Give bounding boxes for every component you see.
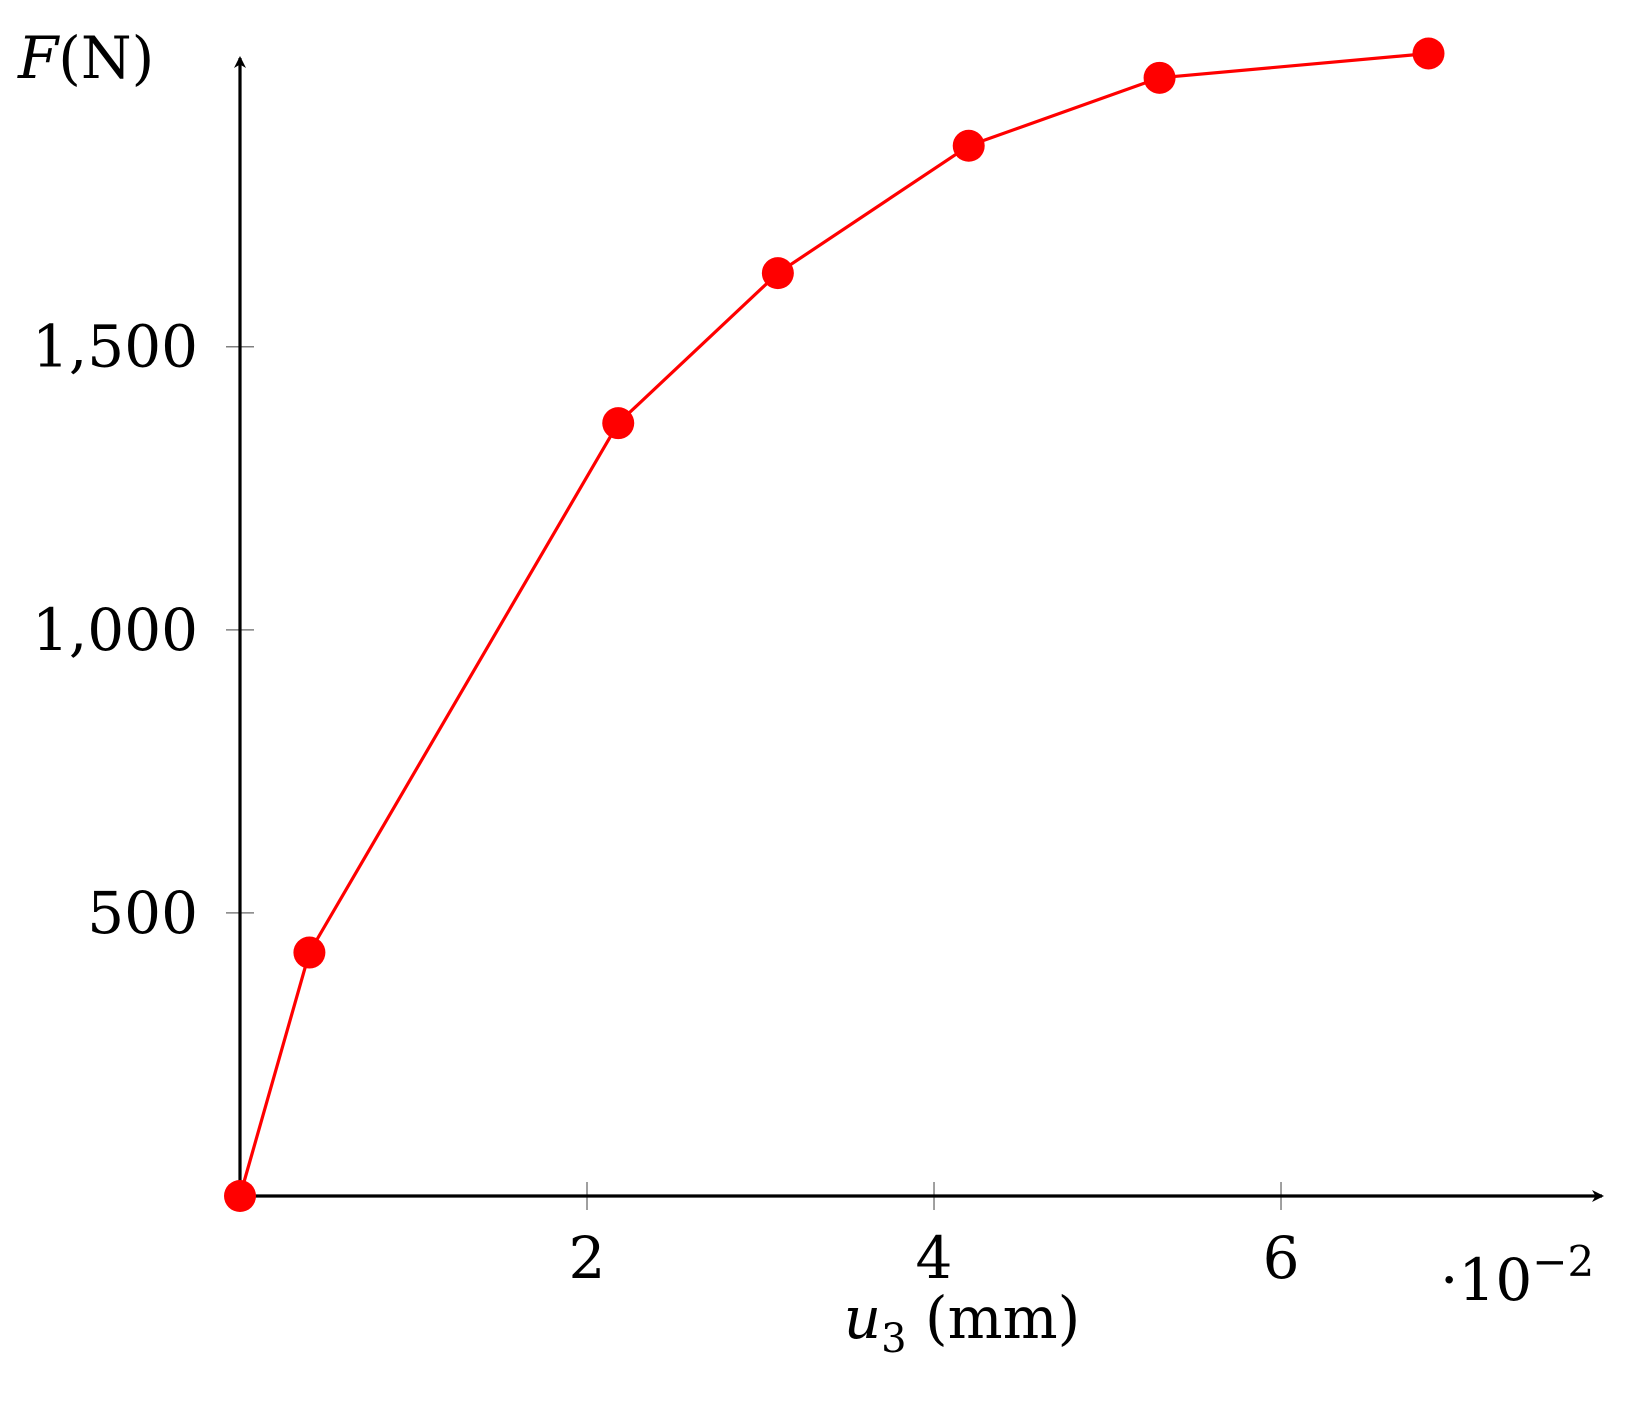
data-point [952,129,985,162]
x-tick-label: 6 [1263,1224,1300,1292]
x-tick-label: 2 [569,1224,606,1292]
x-scale-exponent: −2 [1532,1237,1594,1286]
series-markers [224,37,1445,1212]
data-point [761,257,794,290]
x-ticks: 2 4 6 [569,1182,1300,1292]
y-axis-unit: (N) [58,24,154,92]
x-scale-multiplier: ·10−2 [1440,1237,1594,1314]
x-tick-label: 4 [916,1224,953,1292]
series-line [238,51,1429,1197]
x-axis-unit: (mm) [907,1284,1081,1352]
data-point [1143,61,1176,94]
data-point [1412,37,1445,70]
y-ticks: 500 1,000 1,500 [32,313,254,947]
data-point [224,1180,256,1212]
x-axis-label: u3 (mm) [844,1284,1081,1362]
y-tick-label: 1,500 [32,313,198,381]
x-axis-symbol: u [844,1284,881,1352]
data-point [293,936,326,969]
y-tick-label: 500 [87,879,198,947]
data-point [602,407,635,440]
y-tick-label: 1,000 [32,596,198,664]
y-axis-symbol: F [17,24,60,92]
x-scale-prefix: ·10 [1440,1246,1532,1314]
y-axis-label: F(N) [17,24,154,92]
x-axis-subscript: 3 [881,1316,906,1362]
